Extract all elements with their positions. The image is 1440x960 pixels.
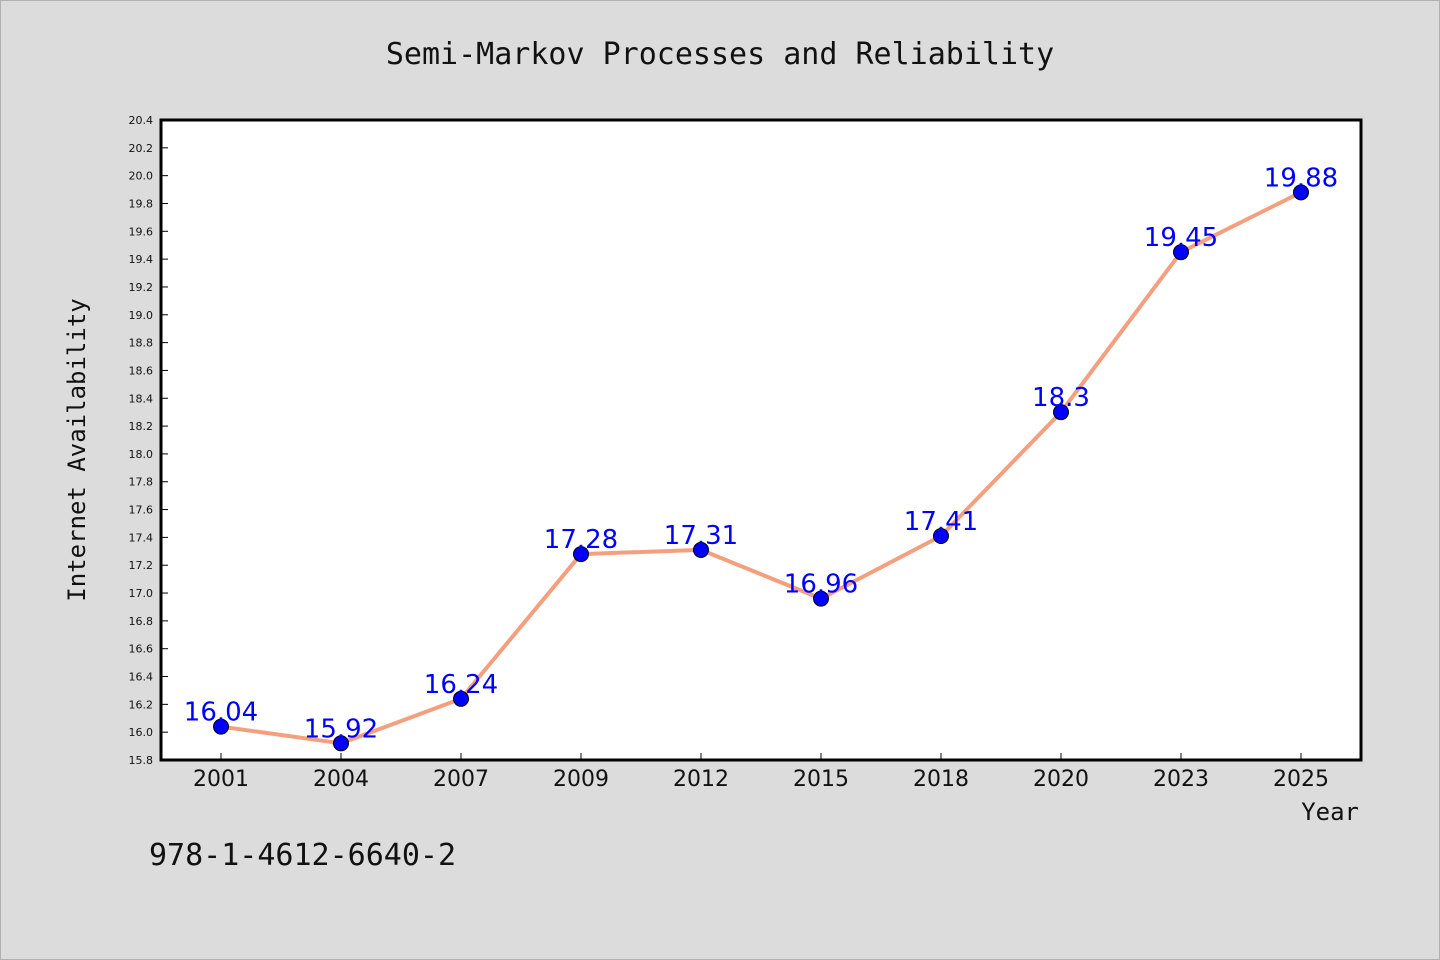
data-point (693, 541, 709, 558)
data-point (333, 735, 349, 752)
x-tick-label: 2007 (433, 767, 489, 792)
y-tick-label: 18.4 (129, 392, 154, 405)
data-label: 16.96 (784, 570, 858, 600)
y-tick-label: 16.4 (129, 671, 154, 684)
data-label: 17.31 (664, 521, 738, 551)
data-point (213, 718, 229, 735)
data-point (933, 528, 949, 544)
data-label: 16.04 (184, 698, 258, 728)
y-axis-title: Internet Availability (63, 298, 91, 601)
data-point (1173, 244, 1189, 261)
y-tick-label: 20.2 (129, 142, 154, 155)
y-tick-label: 17.4 (129, 531, 154, 544)
x-axis: 2001 2004 2007 2009 2012 2015 2018 2020 2023 2025 (193, 753, 1329, 792)
x-tick-label: 2012 (673, 767, 729, 792)
y-tick-label: 19.6 (129, 225, 154, 238)
y-axis: 15.8 16.0 16.2 16.4 16.6 16.8 17.0 17.2 17.4 17.6… (129, 114, 168, 767)
chart-title: Semi-Markov Processes and Reliability (386, 37, 1054, 72)
data-label: 19.88 (1264, 163, 1338, 193)
x-tick-label: 2025 (1273, 767, 1329, 792)
data-label: 15.92 (304, 714, 378, 744)
x-tick-label: 2018 (913, 767, 969, 792)
data-point (813, 590, 829, 607)
data-point (453, 690, 469, 707)
data-point (1293, 184, 1309, 201)
x-tick-label: 2020 (1033, 767, 1089, 792)
data-point (1053, 404, 1069, 421)
y-tick-label: 19.2 (129, 281, 154, 294)
x-tick-label: 2004 (313, 767, 369, 792)
series-line (220, 190, 1302, 746)
data-label: 17.28 (544, 525, 618, 555)
data-label: 16.24 (424, 670, 498, 700)
plot-area (159, 118, 1363, 762)
x-tick-label: 2023 (1153, 767, 1209, 792)
data-label: 17.41 (904, 507, 978, 537)
y-tick-label: 19.4 (129, 253, 154, 266)
data-label: 19.45 (1144, 223, 1218, 253)
y-tick-label: 18.8 (129, 337, 154, 350)
y-tick-label: 18.0 (129, 448, 154, 461)
y-tick-label: 17.2 (129, 559, 154, 572)
y-tick-label: 20.0 (129, 170, 154, 183)
y-tick-label: 20.4 (129, 114, 154, 127)
y-tick-label: 18.2 (129, 420, 154, 433)
x-tick-label: 2015 (793, 767, 849, 792)
y-tick-label: 16.0 (129, 726, 154, 739)
x-axis-title: Year (1301, 798, 1359, 826)
footnote-isbn: 978-1-4612-6640-2 (149, 838, 456, 873)
y-tick-label: 17.0 (129, 587, 154, 600)
y-tick-label: 19.8 (129, 197, 154, 210)
y-tick-label: 16.8 (129, 615, 154, 628)
y-tick-label: 18.6 (129, 364, 154, 377)
y-tick-label: 19.0 (129, 309, 154, 322)
data-series: 16.04 15.92 16.24 17.28 17.31 16.96 17.41 18.3 1… (184, 163, 1338, 752)
y-tick-label: 17.6 (129, 504, 154, 517)
x-tick-label: 2009 (553, 767, 609, 792)
y-tick-label: 16.2 (129, 698, 154, 711)
x-tick-label: 2001 (193, 767, 249, 792)
y-tick-label: 15.8 (129, 754, 154, 767)
data-label: 18.3 (1032, 383, 1090, 413)
y-tick-label: 16.6 (129, 643, 154, 656)
y-tick-label: 17.8 (129, 476, 154, 489)
data-point (573, 546, 589, 563)
